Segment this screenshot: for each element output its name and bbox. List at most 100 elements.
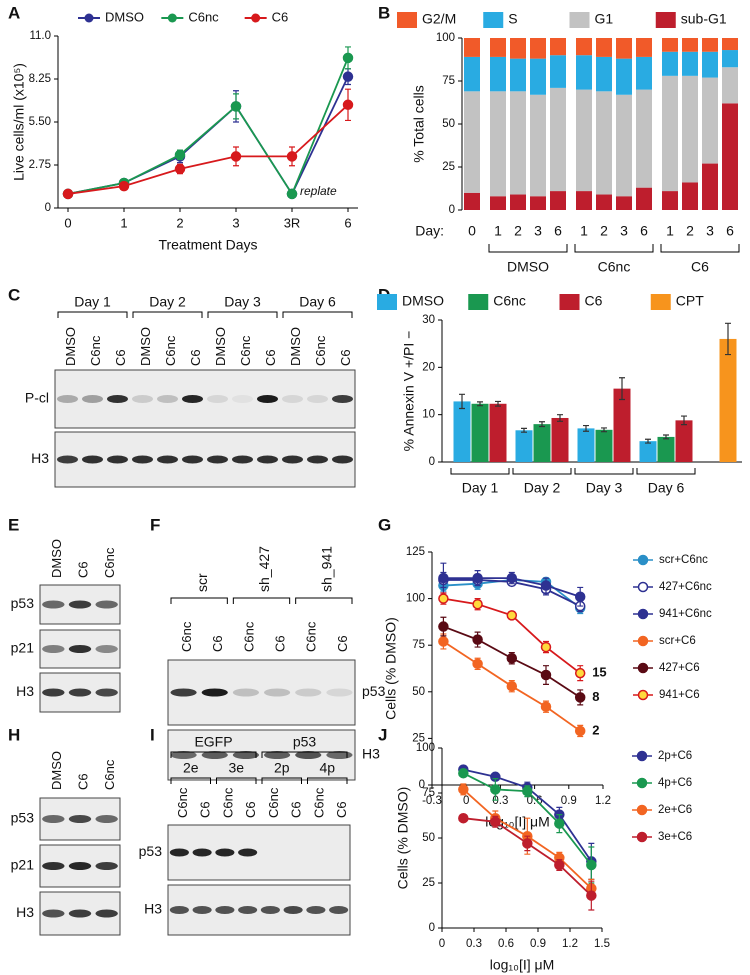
y-tick-label: 5.50 <box>29 116 51 128</box>
bar <box>595 429 613 462</box>
bar-segment <box>550 55 566 88</box>
bar-segment <box>576 55 592 90</box>
data-point <box>472 658 483 670</box>
row-label: H3 <box>16 904 34 920</box>
x-tick-label: 2 <box>686 223 694 239</box>
bar-segment <box>530 94 546 197</box>
legend-label: DMSO <box>402 293 444 309</box>
data-point <box>574 692 586 703</box>
bar-segment <box>722 103 738 210</box>
group-bracket <box>57 311 128 318</box>
x-tick-label: 1 <box>120 215 127 230</box>
bar-segment <box>510 38 526 59</box>
blot-panel <box>54 369 356 429</box>
error-bar <box>539 421 545 428</box>
bar-segment <box>490 196 506 210</box>
y-tick-label: 50 <box>412 686 425 698</box>
data-point <box>506 610 518 621</box>
legend-label: DMSO <box>105 9 144 24</box>
x-tick-label: 0.3 <box>466 938 482 950</box>
bar-segment <box>636 56 652 90</box>
blot-band <box>107 395 128 403</box>
group-bracket <box>261 777 302 784</box>
y-tick-label: 50 <box>442 118 455 130</box>
legend-label: scr+C6 <box>659 635 696 647</box>
bar-segment <box>490 56 506 92</box>
error-bar <box>725 322 731 356</box>
bar <box>533 424 551 462</box>
blot-band <box>107 455 128 464</box>
bar-segment <box>682 38 698 52</box>
group-bracket <box>170 597 228 604</box>
bar <box>551 417 569 462</box>
lane-label: C6nc <box>220 787 235 818</box>
bar-segment <box>550 38 566 56</box>
legend-swatch <box>655 12 676 28</box>
data-point <box>230 151 242 162</box>
x-tick-label: Day 2 <box>524 480 561 496</box>
data-point <box>506 652 518 664</box>
bar-segment <box>662 51 678 76</box>
bar-segment <box>636 38 652 57</box>
row-label: p53 <box>11 810 35 826</box>
blot-band <box>257 455 278 464</box>
x-tick-label: Day 1 <box>462 480 499 496</box>
blot-band <box>307 395 328 403</box>
lane-label: C6 <box>210 635 225 652</box>
blot-band <box>306 906 326 914</box>
panel-label: H <box>8 725 20 744</box>
blot-band <box>257 395 278 403</box>
blot-band <box>82 455 103 464</box>
bar-segment <box>464 56 480 92</box>
blot-band <box>68 815 92 823</box>
legend-marker <box>636 777 648 789</box>
error-bar <box>663 434 669 440</box>
lane-label: C6 <box>338 349 353 366</box>
blot-band <box>192 848 212 857</box>
blot-band <box>307 455 328 464</box>
bar-segment <box>490 38 506 57</box>
legend-label: C6nc <box>493 293 526 309</box>
group-label: DMSO <box>507 259 549 275</box>
group-label: C6nc <box>598 259 631 275</box>
blot-band <box>232 688 260 697</box>
legend-label: 2e+C6 <box>658 804 692 816</box>
legend-label: G2/M <box>422 11 456 27</box>
blot-band <box>215 906 235 914</box>
data-point <box>342 71 354 82</box>
bar-segment <box>596 38 612 57</box>
blot-band <box>295 688 322 697</box>
blot-band <box>68 688 92 697</box>
bar-segment <box>596 56 612 92</box>
row-label: p53 <box>139 843 163 859</box>
lane-label: DMSO <box>63 327 78 366</box>
legend-marker <box>637 581 649 593</box>
bar-segment <box>616 196 632 210</box>
data-point <box>174 163 186 175</box>
data-point <box>286 151 298 162</box>
data-point <box>472 572 483 584</box>
data-point <box>574 725 586 737</box>
y-tick-label: 50 <box>422 832 435 844</box>
legend-label: C6 <box>585 293 603 309</box>
x-tick-label: 1.2 <box>595 795 611 807</box>
x-tick-label: 0.3 <box>492 795 508 807</box>
lane-label: C6 <box>198 801 213 818</box>
x-tick-label: -0.3 <box>422 795 442 807</box>
bar-segment <box>576 89 592 192</box>
x-tick-label: 2 <box>514 223 522 239</box>
bar-segment <box>510 194 526 210</box>
lane-label: DMSO <box>288 327 303 366</box>
x-axis-title: log₁₀[I] μM <box>490 957 555 973</box>
data-point <box>342 99 354 111</box>
blot-band <box>42 600 65 609</box>
legend-label: 941+C6 <box>659 689 700 701</box>
category-bracket <box>512 468 572 475</box>
y-axis-title: Live cells/ml (x10⁵) <box>11 63 27 181</box>
blot-band <box>238 906 258 914</box>
blot-band <box>295 751 322 759</box>
legend-marker <box>637 662 649 674</box>
y-tick-label: 75 <box>442 75 455 87</box>
blot-band <box>232 395 253 403</box>
y-axis-title: Cells (% DMSO) <box>383 617 399 720</box>
